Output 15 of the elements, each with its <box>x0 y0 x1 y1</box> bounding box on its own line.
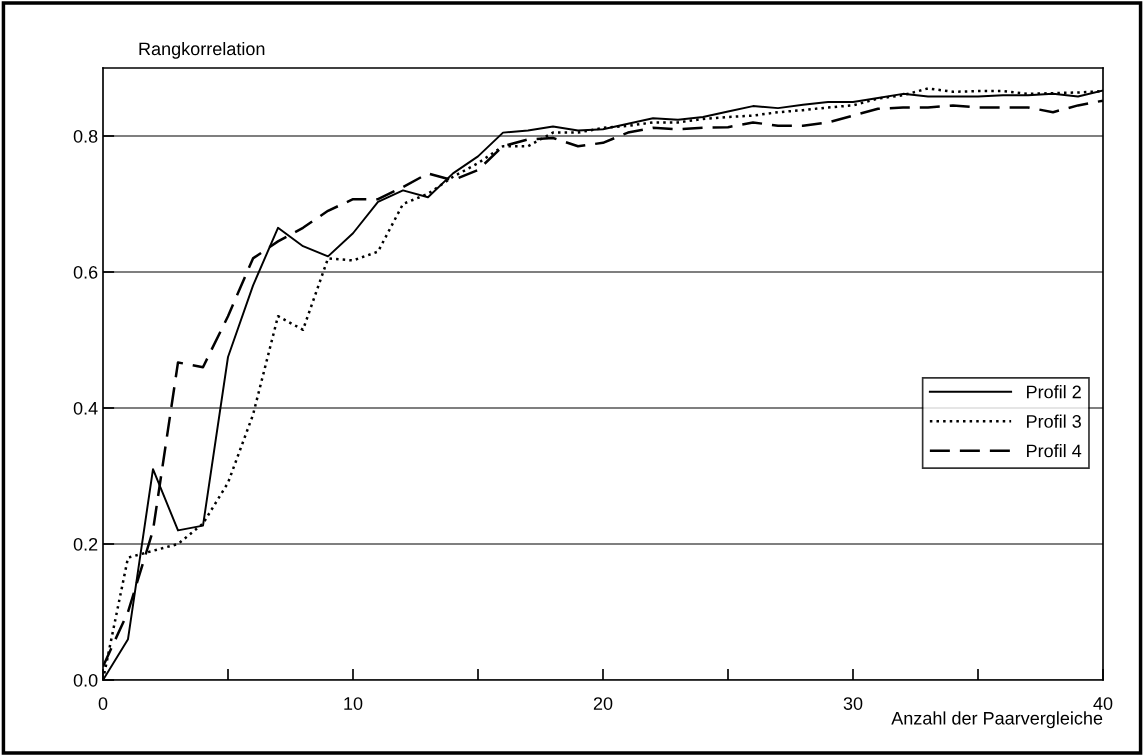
x-tick-label: 20 <box>593 697 613 710</box>
x-tick-label: 40 <box>1093 697 1113 710</box>
y-tick-label: 0.0 <box>73 673 98 687</box>
legend-label: Profil 2 <box>1027 385 1081 399</box>
legend-label: Profil 4 <box>1027 444 1082 458</box>
x-axis-title: Anzahl der Paarvergleiche <box>891 711 1103 729</box>
y-axis-title: Rangkorrelation <box>139 41 265 59</box>
x-tick-label: 0 <box>98 697 108 710</box>
x-tick-label: 10 <box>344 697 363 710</box>
y-tick-label: 0.4 <box>73 401 98 415</box>
y-tick-label: 0.8 <box>73 129 98 143</box>
x-tick-label: 30 <box>843 697 863 710</box>
y-tick-label: 0.6 <box>73 265 98 279</box>
y-tick-label: 0.2 <box>73 537 98 551</box>
legend-label: Profil 3 <box>1027 414 1081 428</box>
